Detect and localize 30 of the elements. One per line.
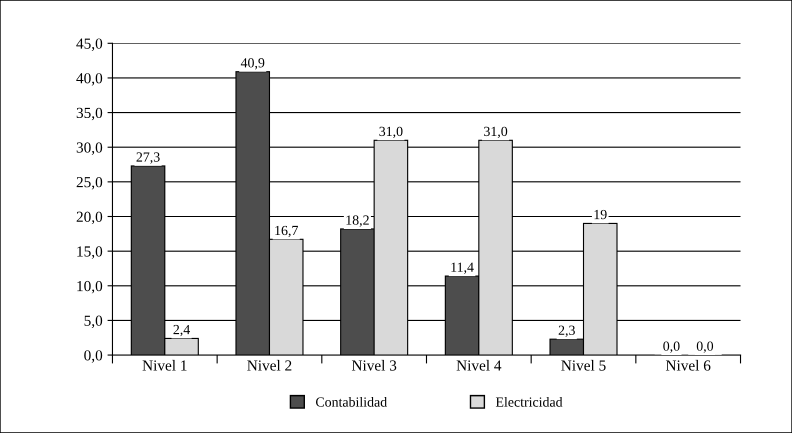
y-tick-label: 20,0 — [76, 212, 102, 224]
data-label: 27,3 — [136, 152, 160, 164]
y-tick-label: 10,0 — [77, 280, 102, 294]
y-tick-label: 5,0 — [84, 316, 102, 328]
x-tick-label: Nivel 1 — [142, 360, 187, 371]
data-label: 0,0 — [696, 341, 714, 353]
data-label: 11,4 — [451, 262, 474, 274]
x-tick-label: Nivel 2 — [247, 360, 292, 371]
data-label: 19 — [594, 210, 607, 220]
y-tick-label: 15,0 — [77, 246, 102, 259]
legend-label: Contabilidad — [316, 396, 387, 407]
data-label: 2,3 — [558, 326, 575, 337]
y-tick-label: 0,0 — [84, 350, 102, 363]
y-tick-label: 35,0 — [76, 108, 102, 120]
x-tick-label: Nivel 3 — [352, 360, 396, 371]
y-tick-label: 40,0 — [76, 73, 102, 86]
data-label: 2,4 — [173, 324, 190, 336]
legend-label: Electricidad — [496, 396, 562, 407]
data-label: 31,0 — [484, 126, 508, 138]
data-label: 31,0 — [379, 126, 403, 138]
x-tick-label: Nivel 5 — [561, 360, 606, 371]
y-tick-label: 45,0 — [76, 38, 102, 51]
data-label: 16,7 — [275, 226, 298, 238]
y-tick-label: 30,0 — [76, 142, 102, 155]
data-label: 0,0 — [663, 341, 680, 353]
x-tick-label: Nivel 6 — [666, 360, 710, 371]
data-label: 40,9 — [240, 58, 264, 70]
data-label: 18,2 — [346, 215, 369, 227]
y-tick-label: 25,0 — [76, 177, 102, 190]
x-tick-label: Nivel 4 — [456, 360, 502, 371]
